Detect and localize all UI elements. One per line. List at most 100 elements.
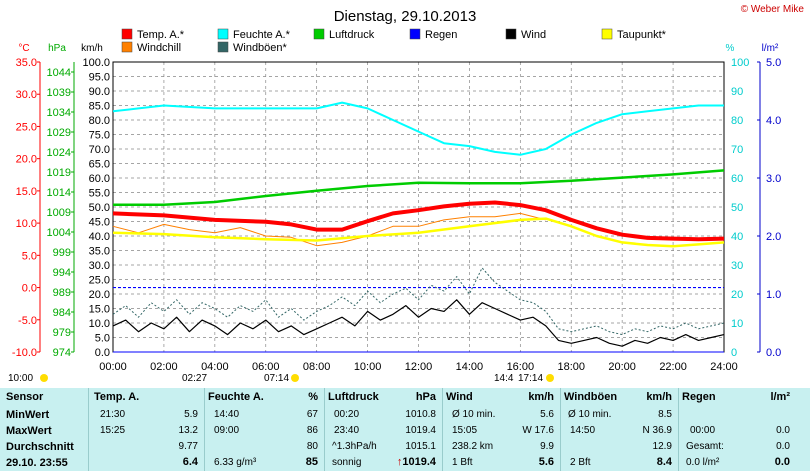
hum-column: Feuchte A. % 14:40 67 09:00 86 80 6.33 g…	[208, 388, 320, 471]
sun-markers: 10:00 02:27 07:14 14:4 17:14	[8, 373, 554, 384]
press-avg-value: 1015.1	[405, 441, 436, 452]
x-tick-label: 22:00	[659, 361, 687, 373]
weather-chart: Dienstag, 29.10.2013 Temp. A.* Feuchte A.…	[8, 8, 781, 384]
legend-label: Regen	[425, 29, 457, 41]
wind-unit-header: km/h	[528, 391, 554, 403]
legend-swatch	[601, 28, 613, 40]
column-divider	[324, 388, 325, 471]
legend-swatch	[217, 41, 229, 53]
row-label-min: MinWert	[6, 409, 50, 421]
sensor-column: Sensor MinWert MaxWert Durchschnitt 29.1…	[6, 388, 86, 471]
sun-left-label: 10:00	[8, 373, 33, 384]
gust-header: Windböen	[564, 391, 618, 403]
rain-unit-header: l/m²	[770, 391, 790, 403]
temp-unit: °C	[18, 43, 29, 54]
wind-tick-label: 30.0	[89, 260, 110, 272]
column-divider	[204, 388, 205, 471]
press-tick-label: 1029	[47, 127, 71, 139]
legend-label: Temp. A.*	[137, 29, 185, 41]
wind-tick-label: 75.0	[89, 130, 110, 142]
x-tick-label: 00:00	[99, 361, 127, 373]
legend-swatch	[505, 28, 517, 40]
rain-column: Regen l/m² 00:00 0.0 Gesamt: 0.0 0.0 l/m…	[682, 388, 792, 471]
wind-header: Wind	[446, 391, 473, 403]
wind-tick-label: 50.0	[89, 202, 110, 214]
temp-tick-label: 0.0	[22, 283, 37, 295]
rain-tick-label: 4.0	[766, 115, 781, 127]
gust-max-time: 14:50	[570, 425, 596, 436]
x-tick-label: 04:00	[201, 361, 229, 373]
press-tick-label: 994	[53, 267, 71, 279]
wind-beaufort: 1 Bft	[452, 457, 473, 468]
hum-current-value: 85	[305, 456, 318, 468]
press-column: Luftdruck hPa 00:20 1010.8 23:40 1019.4 …	[328, 388, 438, 471]
series-feuchte-a	[112, 101, 724, 156]
series-windb-en	[112, 267, 725, 336]
gust-avg10-value: 8.5	[658, 409, 672, 420]
rain-tick-label: 0.0	[766, 347, 781, 359]
press-tick-label: 999	[53, 247, 71, 259]
sunrise-icon	[291, 374, 299, 382]
hum-tick-label: 60	[731, 173, 743, 185]
temp-min-value: 5.9	[184, 409, 198, 420]
rain-tick-label: 1.0	[766, 289, 781, 301]
x-axis: 00:00 02:00 04:00 06:00 08:00 10:00 12:00 14:00…	[99, 361, 738, 373]
wind-tick-label: 60.0	[89, 173, 110, 185]
row-label-avg: Durchschnitt	[6, 441, 74, 453]
legend-label: Taupunkt*	[617, 29, 667, 41]
press-tick-label: 984	[53, 307, 71, 319]
series-temp-a	[112, 200, 725, 242]
legend-swatch	[217, 28, 229, 40]
wind-avg-value: 9.9	[540, 441, 554, 452]
temp-tick-label: -10.0	[12, 347, 37, 359]
grid	[112, 61, 725, 353]
legend-label: Luftdruck	[329, 29, 375, 41]
hum-unit-header: %	[308, 391, 318, 403]
legend-swatch	[409, 28, 421, 40]
wind-tick-label: 55.0	[89, 188, 110, 200]
rain-header: Regen	[682, 391, 716, 403]
gust-max-value: N 36.9	[642, 425, 672, 436]
press-tick-label: 1039	[47, 87, 71, 99]
wind-unit: km/h	[81, 43, 103, 54]
hum-tick-label: 0	[731, 347, 737, 359]
press-tick-label: 979	[53, 327, 71, 339]
temp-max-value: 13.2	[178, 425, 198, 436]
x-tick-label: 24:00	[710, 361, 738, 373]
wind-tick-label: 35.0	[89, 246, 110, 258]
press-unit: hPa	[48, 43, 66, 54]
series-windchill	[112, 212, 546, 247]
temp-tick-label: 5.0	[22, 250, 37, 262]
hum-absolute: 6.33 g/m³	[214, 457, 257, 468]
press-min-time: 00:20	[334, 409, 360, 420]
series-wind	[112, 299, 725, 347]
x-tick-label: 10:00	[354, 361, 382, 373]
x-tick-label: 06:00	[252, 361, 280, 373]
temp-tick-label: 10.0	[16, 218, 37, 230]
wind-tick-label: 15.0	[89, 304, 110, 316]
sunset-top-label: 14:4	[494, 373, 514, 384]
series	[112, 101, 725, 353]
wind-tick-label: 80.0	[89, 115, 110, 127]
temp-tick-label: 35.0	[16, 57, 37, 69]
press-tick-label: 974	[53, 347, 71, 359]
press-current: ↑1019.4	[397, 456, 436, 468]
press-tick-label: 1019	[47, 167, 71, 179]
gust-unit-header: km/h	[646, 391, 672, 403]
press-min-value: 1010.8	[405, 409, 436, 420]
press-tick-label: 1004	[47, 227, 71, 239]
gust-current-value: 8.4	[656, 456, 672, 468]
gust-avg-value: 12.9	[652, 441, 672, 452]
x-tick-label: 18:00	[557, 361, 585, 373]
temp-column: Temp. A. 21:30 5.9 15:25 13.2 9.77 6.4	[94, 388, 200, 471]
rain-tick-label: 3.0	[766, 173, 781, 185]
temp-header: Temp. A.	[94, 391, 140, 403]
hum-tick-label: 50	[731, 202, 743, 214]
wind-run: 238.2 km	[452, 441, 494, 452]
row-label-max: MaxWert	[6, 425, 52, 437]
wind-column: Wind km/h Ø 10 min. 5.6 15:05 W 17.6 238…	[446, 388, 556, 471]
wind-tick-label: 10.0	[89, 318, 110, 330]
temp-tick-label: 30.0	[16, 89, 37, 101]
rain-current-value: 0.0	[774, 456, 790, 468]
temp-current-value: 6.4	[182, 456, 198, 468]
